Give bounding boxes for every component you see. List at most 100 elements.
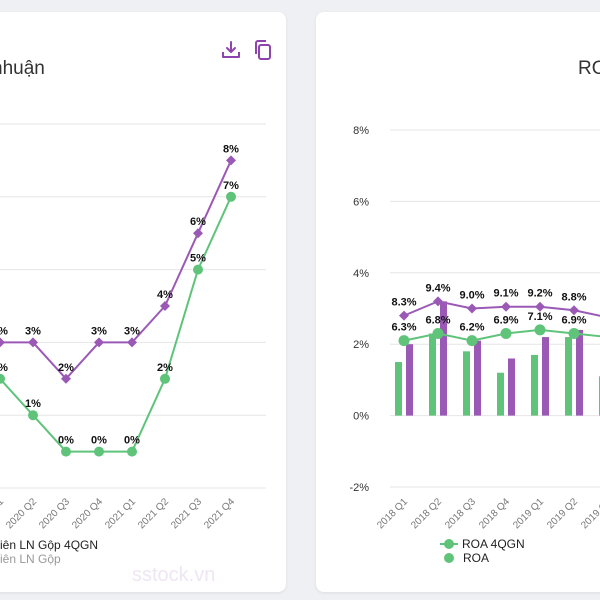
legend-item-bien[interactable]: Biên LN Gộp [0,552,98,566]
data-point [61,373,71,384]
x-tick-label: 2020 Q4 [70,496,105,531]
data-point [226,191,236,202]
x-tick-label: 1 [0,496,6,508]
data-label: 7.1% [527,311,552,323]
y-tick-label: -2% [349,482,369,494]
data-label: 9.4% [425,282,450,294]
data-point [535,301,545,312]
data-label: 6.2% [459,322,484,334]
data-label: 6.9% [493,314,518,326]
data-point [28,337,38,348]
data-label: 2% [157,362,173,374]
x-tick-label: 2018 Q1 [375,496,410,531]
data-label: 2% [58,362,74,374]
legend-item-roa-4qgn[interactable]: ROA 4QGN [440,537,525,551]
y-tick-label: 0% [353,411,369,423]
data-label: 0% [91,435,107,447]
data-label: 8.8% [561,291,586,303]
right-chart-title: RO [578,58,600,79]
data-point [0,373,5,384]
data-label: 4% [157,289,173,301]
data-point [226,155,236,166]
bar [542,337,549,416]
data-label: 9.0% [459,290,484,302]
data-point [28,410,38,421]
data-label: 6.3% [391,322,416,334]
legend-label-bien: Biên LN Gộp [0,552,61,566]
x-tick-label: 2020 Q3 [37,496,72,531]
x-tick-label: 2018 Q4 [477,496,512,531]
data-label: 2% [0,362,8,374]
x-tick-label: 2018 Q3 [443,496,478,531]
y-tick-label: 8% [353,125,369,137]
data-point [160,301,170,311]
copy-icon[interactable] [252,39,274,61]
x-tick-label: 2018 Q2 [409,496,444,531]
data-point [94,446,104,457]
x-tick-label: 2021 Q2 [136,496,171,531]
x-tick-label: 2021 Q3 [169,496,204,531]
data-label: 1% [25,398,41,410]
data-point [433,296,443,307]
data-point [127,337,137,348]
data-point [501,301,511,312]
legend-item-roa[interactable]: ROA [440,551,525,565]
series-line [0,196,232,453]
y-tick-label: 2% [353,339,369,351]
data-label: 6.9% [561,314,586,326]
x-tick-label: 2021 Q1 [103,496,138,531]
data-label: 9.2% [527,288,552,300]
x-tick-label: 2019 Q2 [545,496,580,531]
right-combo-chart: 8% 6% 4% 2% 0% -2% 2018 Q1 2018 Q2 2018 Q3 2018 Q… [349,125,600,531]
data-point [94,337,104,348]
left-chart-title: nhuận [0,58,45,79]
bar [497,372,504,416]
left-legend: Biên LN Gộp 4QGN Biên LN Gộp [0,538,98,566]
legend-label-roa-4qgn: ROA 4QGN [462,537,525,551]
data-point [399,310,409,321]
x-tick-label: 2019 Q1 [511,496,546,531]
data-label: 8% [223,143,239,155]
data-point [61,446,71,457]
data-label: 3% [91,325,107,337]
bar [429,333,436,416]
data-point [569,305,579,316]
data-label: 5% [190,253,206,265]
bar [395,362,402,416]
data-label: 3% [25,325,41,337]
bar [531,354,538,416]
legend-item-bien-4qgn[interactable]: Biên LN Gộp 4QGN [0,538,98,552]
data-label: 9.1% [493,288,518,300]
bar [474,340,481,416]
download-icon[interactable] [220,39,242,61]
data-point [432,327,444,339]
x-tick-label: 2019 Q3 [579,496,600,531]
data-label: 3% [0,325,8,337]
data-point [193,228,203,239]
data-point [398,335,410,347]
bar [565,337,572,416]
data-point [0,337,5,348]
data-label: 8.3% [391,297,416,309]
data-point [568,327,580,339]
bar [440,301,447,416]
x-tick-label: 2021 Q4 [202,496,237,531]
watermark-text: sstock.vn [132,564,216,586]
watermark: sstock.vn [132,564,215,587]
data-point [466,335,478,347]
data-label: 3% [124,325,140,337]
y-tick-label: 4% [353,268,369,280]
series-line [0,159,232,381]
bar [463,351,470,416]
legend-label-bien-4qgn: Biên LN Gộp 4QGN [0,538,99,552]
data-label: 0% [124,435,140,447]
data-label: 6.8% [425,314,450,326]
right-chart-card: RO 8% 6% 4% 2% 0% -2% 2018 Q1 2018 Q2 2018 Q3 201… [316,12,600,592]
x-tick-label: 2020 Q2 [4,496,39,531]
bar [508,358,515,416]
data-label: 6% [190,216,206,228]
data-point [127,446,137,457]
bar [576,329,583,416]
